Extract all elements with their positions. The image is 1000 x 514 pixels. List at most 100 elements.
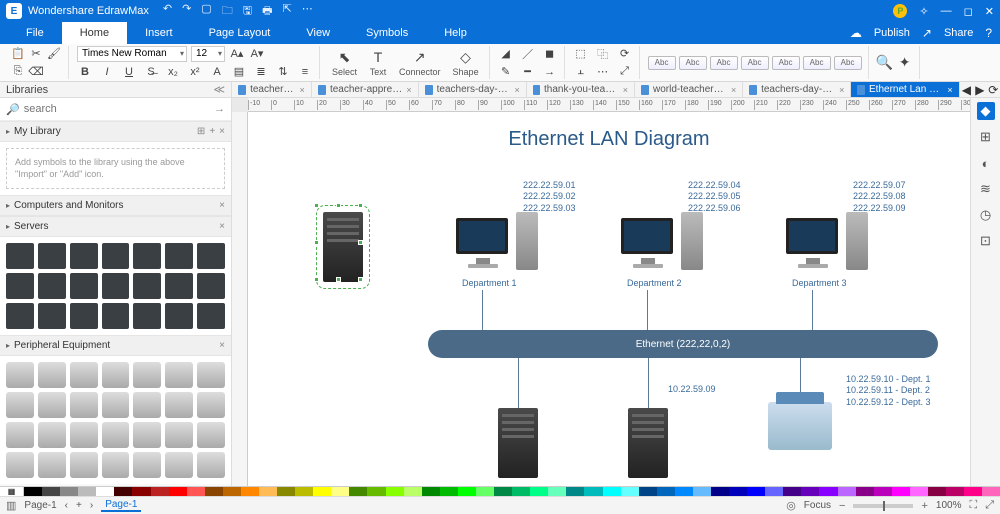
shape-style-2[interactable]: Abc bbox=[710, 56, 738, 70]
library-symbol[interactable] bbox=[70, 422, 98, 448]
server-shape[interactable] bbox=[498, 408, 538, 478]
color-swatch[interactable] bbox=[404, 487, 422, 496]
line-icon[interactable]: ／ bbox=[520, 46, 536, 62]
shape-style-6[interactable]: Abc bbox=[834, 56, 862, 70]
library-symbol[interactable] bbox=[165, 452, 193, 478]
tab-list-icon[interactable]: ⟳ bbox=[987, 82, 1000, 97]
color-swatch[interactable] bbox=[367, 487, 385, 496]
color-swatch[interactable] bbox=[205, 487, 223, 496]
library-symbol[interactable] bbox=[165, 362, 193, 388]
lineweight-icon[interactable]: ━ bbox=[520, 64, 536, 80]
tool-connector[interactable]: ↗Connector bbox=[395, 48, 445, 77]
library-symbol[interactable] bbox=[102, 392, 130, 418]
print-icon[interactable]: 🖶 bbox=[262, 2, 272, 21]
server-shape[interactable] bbox=[628, 408, 668, 478]
doc-tab[interactable]: teacher-card× bbox=[232, 82, 312, 97]
library-symbol[interactable] bbox=[70, 273, 98, 299]
undo-icon[interactable]: ↶ bbox=[163, 2, 172, 21]
clear-icon[interactable]: ⌫ bbox=[28, 64, 44, 80]
library-symbol[interactable] bbox=[70, 303, 98, 329]
paste-icon[interactable]: 📋 bbox=[10, 46, 26, 62]
color-swatch[interactable] bbox=[223, 487, 241, 496]
color-swatch[interactable] bbox=[187, 487, 205, 496]
align-icon[interactable]: ≡ bbox=[297, 64, 313, 80]
ethernet-bus[interactable]: Ethernet (222,22,0,2) bbox=[428, 330, 938, 358]
menu-view[interactable]: View bbox=[288, 22, 348, 44]
library-symbol[interactable] bbox=[38, 452, 66, 478]
library-symbol[interactable] bbox=[102, 273, 130, 299]
arrow-icon[interactable]: → bbox=[542, 64, 558, 80]
color-swatch[interactable] bbox=[96, 487, 114, 496]
history-icon[interactable]: ◷ bbox=[977, 206, 995, 224]
fit-page-icon[interactable]: ⛶ bbox=[969, 499, 977, 512]
focus-label[interactable]: Focus bbox=[804, 500, 831, 511]
library-symbol[interactable] bbox=[6, 392, 34, 418]
library-symbol[interactable] bbox=[197, 452, 225, 478]
highlight-icon[interactable]: ▤ bbox=[231, 64, 247, 80]
user-avatar[interactable]: P bbox=[893, 4, 907, 18]
pages-icon[interactable]: ▥ bbox=[6, 499, 16, 512]
selection-handle[interactable] bbox=[314, 277, 319, 282]
share-button[interactable]: Share bbox=[944, 27, 973, 39]
format-painter-icon[interactable]: 🖌 bbox=[46, 46, 62, 62]
color-swatch[interactable] bbox=[24, 487, 42, 496]
library-symbol[interactable] bbox=[133, 303, 161, 329]
color-swatch[interactable] bbox=[277, 487, 295, 496]
library-symbol[interactable] bbox=[165, 243, 193, 269]
color-swatch[interactable] bbox=[295, 487, 313, 496]
workstation-shape[interactable] bbox=[613, 212, 703, 274]
underline-icon[interactable]: U bbox=[121, 64, 137, 80]
library-symbol[interactable] bbox=[6, 303, 34, 329]
doc-tab[interactable]: world-teachers-day...× bbox=[635, 82, 743, 97]
library-symbol[interactable] bbox=[197, 243, 225, 269]
shape-style-3[interactable]: Abc bbox=[741, 56, 769, 70]
save-icon[interactable]: 🖫 bbox=[243, 2, 252, 21]
replace-icon[interactable]: 🔍 bbox=[877, 55, 893, 71]
color-swatch[interactable] bbox=[42, 487, 60, 496]
stack-icon[interactable]: ≋ bbox=[977, 180, 995, 198]
library-symbol[interactable] bbox=[70, 362, 98, 388]
library-symbol[interactable] bbox=[133, 422, 161, 448]
color-swatch[interactable] bbox=[566, 487, 584, 496]
library-symbol[interactable] bbox=[38, 422, 66, 448]
shape-style-4[interactable]: Abc bbox=[772, 56, 800, 70]
color-swatch[interactable] bbox=[78, 487, 96, 496]
active-page-tab[interactable]: Page-1 bbox=[101, 499, 141, 512]
italic-icon[interactable]: I bbox=[99, 64, 115, 80]
minimize-icon[interactable]: — bbox=[941, 5, 952, 17]
library-symbol[interactable] bbox=[133, 362, 161, 388]
new-icon[interactable]: ▢ bbox=[201, 2, 211, 21]
help-icon[interactable]: ? bbox=[985, 26, 992, 40]
color-swatch[interactable] bbox=[241, 487, 259, 496]
doc-tab[interactable]: Ethernet Lan Diagram× bbox=[851, 82, 959, 97]
color-swatch[interactable] bbox=[838, 487, 856, 496]
color-swatch[interactable] bbox=[928, 487, 946, 496]
color-swatch[interactable] bbox=[512, 487, 530, 496]
color-swatch[interactable] bbox=[982, 487, 1000, 496]
cloud-icon[interactable]: ☁ bbox=[850, 26, 862, 40]
doc-tab[interactable]: teachers-day-greeti...× bbox=[743, 82, 851, 97]
selection-handle[interactable] bbox=[336, 277, 341, 282]
selection-handle[interactable] bbox=[336, 203, 341, 208]
color-swatch[interactable] bbox=[440, 487, 458, 496]
library-symbol[interactable] bbox=[102, 452, 130, 478]
shape-style-1[interactable]: Abc bbox=[679, 56, 707, 70]
color-swatch[interactable] bbox=[874, 487, 892, 496]
redo-icon[interactable]: ↷ bbox=[182, 2, 191, 21]
bullets-icon[interactable]: ≣ bbox=[253, 64, 269, 80]
color-swatch[interactable] bbox=[801, 487, 819, 496]
menu-insert[interactable]: Insert bbox=[127, 22, 191, 44]
library-section-header[interactable]: ▸Servers× bbox=[0, 217, 231, 237]
library-symbol[interactable] bbox=[6, 243, 34, 269]
color-swatch[interactable] bbox=[729, 487, 747, 496]
rotate-icon[interactable]: ⟳ bbox=[617, 46, 633, 62]
color-swatch[interactable] bbox=[458, 487, 476, 496]
library-symbol[interactable] bbox=[102, 243, 130, 269]
color-swatch[interactable] bbox=[349, 487, 367, 496]
library-symbol[interactable] bbox=[165, 303, 193, 329]
color-swatch[interactable] bbox=[60, 487, 78, 496]
menu-help[interactable]: Help bbox=[426, 22, 485, 44]
library-symbol[interactable] bbox=[70, 243, 98, 269]
strike-icon[interactable]: S̶ bbox=[143, 64, 159, 80]
library-symbol[interactable] bbox=[197, 422, 225, 448]
